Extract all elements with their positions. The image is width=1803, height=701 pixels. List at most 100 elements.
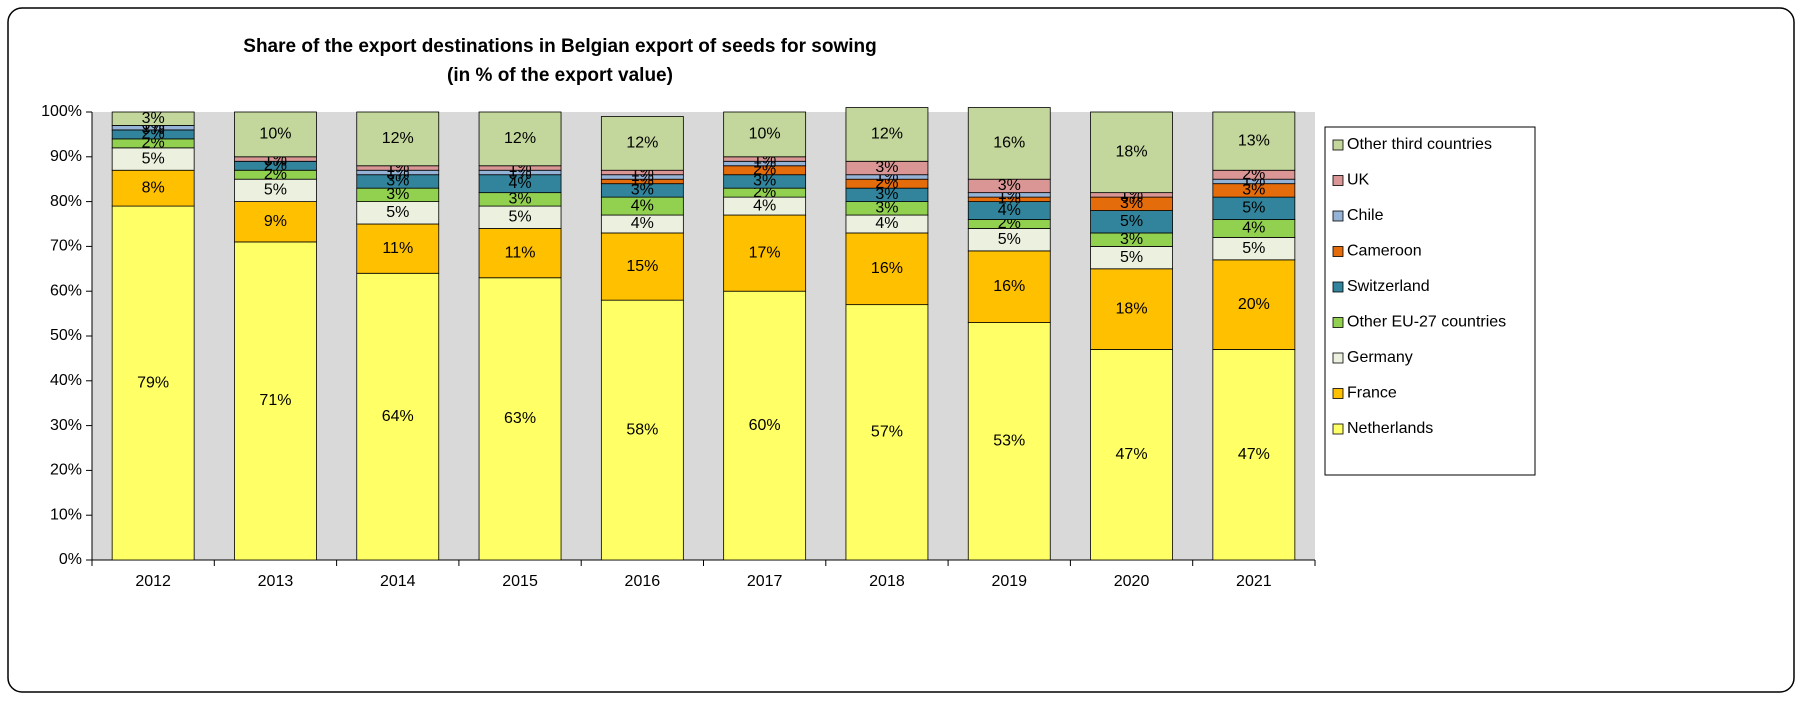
data-label: 5% xyxy=(264,182,287,199)
legend-swatch xyxy=(1332,139,1344,151)
bar-segment xyxy=(111,169,195,207)
data-label: 4% xyxy=(998,202,1021,219)
data-label: 10% xyxy=(749,126,781,143)
legend-swatch xyxy=(1332,175,1344,186)
data-label: 3% xyxy=(508,191,531,208)
bar-segment xyxy=(356,111,440,167)
data-label: 11% xyxy=(382,240,413,257)
data-label: 5% xyxy=(1242,240,1265,257)
data-label: 16% xyxy=(993,278,1025,295)
legend-label: Chile xyxy=(1347,207,1384,224)
legend-swatch xyxy=(1332,317,1344,328)
data-label: 4% xyxy=(875,215,898,232)
bar-segment xyxy=(111,111,195,126)
bar-segment xyxy=(600,116,684,171)
data-label: 47% xyxy=(1238,446,1270,463)
data-label: 11% xyxy=(505,244,536,261)
bar-segment xyxy=(845,304,929,561)
data-label: 53% xyxy=(993,432,1025,449)
y-tick-label: 70% xyxy=(50,238,82,255)
y-tick-label: 0% xyxy=(59,551,82,568)
legend-label: Other EU-27 countries xyxy=(1347,314,1506,331)
data-label: 8% xyxy=(142,179,165,196)
data-label: 16% xyxy=(993,135,1025,152)
data-label: 57% xyxy=(871,424,903,441)
bar-segment xyxy=(845,107,929,162)
data-label: 3% xyxy=(875,159,898,176)
x-tick-label: 2013 xyxy=(258,573,294,590)
y-tick-label: 50% xyxy=(50,327,82,344)
bar-segment xyxy=(723,290,807,561)
data-label: 5% xyxy=(142,150,165,167)
data-label: 4% xyxy=(508,175,531,192)
data-label: 3% xyxy=(386,186,409,203)
y-tick-label: 80% xyxy=(50,193,82,210)
x-tick-label: 2020 xyxy=(1114,573,1150,590)
legend-label: Germany xyxy=(1347,349,1413,366)
bar-segment xyxy=(967,107,1051,180)
y-tick-label: 40% xyxy=(50,372,82,389)
data-label: 3% xyxy=(631,182,654,199)
bar-segment xyxy=(234,201,317,243)
data-label: 5% xyxy=(1242,200,1265,217)
legend-label: Cameroon xyxy=(1347,243,1422,260)
data-label: 58% xyxy=(626,421,658,438)
data-label: 4% xyxy=(631,197,654,214)
data-label: 3% xyxy=(875,200,898,217)
bar-segment xyxy=(1212,349,1296,561)
x-tick-label: 2021 xyxy=(1236,573,1272,590)
data-label: 3% xyxy=(386,173,409,190)
data-label: 5% xyxy=(998,231,1021,248)
bar-segment xyxy=(1212,259,1296,350)
data-label: 3% xyxy=(142,110,165,127)
data-label: 4% xyxy=(753,197,776,214)
bar-segment xyxy=(723,111,807,158)
data-label: 17% xyxy=(749,244,781,261)
legend-swatch xyxy=(1332,281,1344,293)
bar-segment xyxy=(111,205,195,561)
bar-segment xyxy=(600,299,684,561)
bar-segment xyxy=(967,322,1051,561)
bar-segment xyxy=(845,232,929,306)
legend-label: UK xyxy=(1347,172,1370,189)
legend-label: Switzerland xyxy=(1347,278,1430,295)
y-tick-label: 20% xyxy=(50,462,82,479)
bar-segment xyxy=(600,232,684,301)
data-label: 3% xyxy=(998,177,1021,194)
x-tick-label: 2012 xyxy=(135,573,171,590)
bar-segment xyxy=(478,228,562,279)
data-label: 71% xyxy=(259,392,291,409)
data-label: 79% xyxy=(137,374,169,391)
bar-segment xyxy=(1090,268,1173,350)
bar-segment xyxy=(1212,111,1296,171)
bar-segment xyxy=(356,272,440,561)
bar-segment xyxy=(234,241,317,561)
y-tick-label: 60% xyxy=(50,282,82,299)
y-tick-label: 30% xyxy=(50,417,82,434)
data-label: 5% xyxy=(386,204,409,221)
y-tick-label: 90% xyxy=(50,148,82,165)
x-tick-label: 2017 xyxy=(747,573,783,590)
data-label: 18% xyxy=(1116,300,1148,317)
legend-swatch xyxy=(1332,246,1344,257)
data-label: 5% xyxy=(1120,249,1143,266)
legend-swatch xyxy=(1332,388,1344,399)
bar-segment xyxy=(723,214,807,292)
x-tick-label: 2014 xyxy=(380,573,416,590)
legend-swatch xyxy=(1332,423,1344,435)
legend-swatch xyxy=(1332,352,1344,364)
data-label: 3% xyxy=(1120,231,1143,248)
data-label: 3% xyxy=(753,173,776,190)
data-label: 12% xyxy=(626,135,658,152)
data-label: 16% xyxy=(871,260,903,277)
legend-label: Netherlands xyxy=(1347,420,1433,437)
chart-subtitle: (in % of the export value) xyxy=(447,65,673,86)
data-label: 3% xyxy=(1242,182,1265,199)
y-tick-label: 10% xyxy=(50,506,82,523)
x-tick-label: 2018 xyxy=(869,573,905,590)
data-label: 5% xyxy=(1120,213,1143,230)
legend-box xyxy=(1324,126,1536,476)
data-label: 13% xyxy=(1238,132,1270,149)
data-label: 4% xyxy=(1242,220,1265,237)
